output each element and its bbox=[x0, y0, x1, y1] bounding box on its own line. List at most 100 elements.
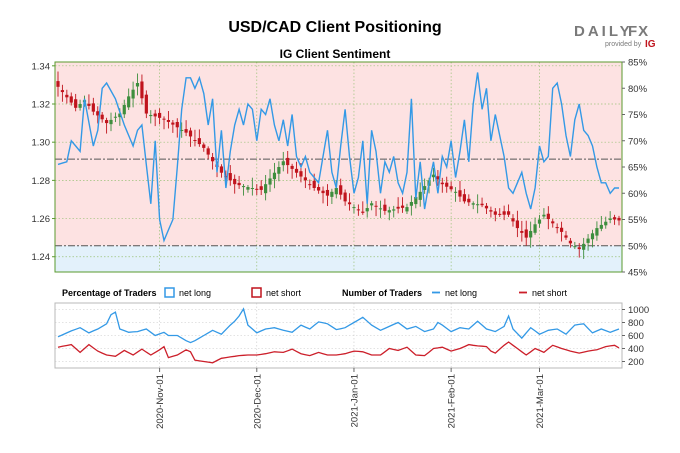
candle-body bbox=[308, 184, 312, 186]
candle-body bbox=[166, 119, 171, 122]
candle-body bbox=[339, 185, 343, 195]
candle-body bbox=[96, 111, 100, 116]
candle-body bbox=[409, 202, 413, 206]
candle-body bbox=[228, 173, 232, 181]
candle-body bbox=[250, 188, 254, 189]
candle-body bbox=[347, 202, 352, 205]
above-threshold-region bbox=[55, 62, 622, 246]
candle-body bbox=[542, 214, 546, 217]
percent-axis: 85% 80% 75% 70% 65% 60% 55% 50% 45% bbox=[622, 58, 648, 279]
candle-body bbox=[171, 122, 175, 125]
legend-num-long-label: net long bbox=[445, 288, 477, 298]
candle-body bbox=[604, 221, 608, 226]
candle-body bbox=[290, 165, 294, 169]
price-tick-label: 1.28 bbox=[32, 176, 51, 187]
traders-gridlines bbox=[55, 303, 622, 368]
candle-body bbox=[65, 94, 69, 98]
candle-body bbox=[127, 96, 131, 108]
traders-tick-label: 1000 bbox=[628, 305, 649, 316]
candle-body bbox=[317, 187, 321, 191]
date-axis: 2020-Nov-01 2020-Dec-01 2021-Jan-01 2021-Fe… bbox=[155, 368, 546, 429]
traders-axis: 1000 800 600 400 200 bbox=[622, 305, 649, 368]
candle-body bbox=[378, 208, 383, 210]
candle-body bbox=[246, 187, 250, 190]
candle-body bbox=[564, 235, 568, 238]
candle-body bbox=[219, 166, 224, 173]
percent-tick-label: 60% bbox=[628, 189, 648, 200]
candle-body bbox=[294, 168, 299, 173]
candle-body bbox=[431, 174, 436, 178]
candle-body bbox=[405, 207, 409, 212]
legend-pct-short-swatch bbox=[251, 287, 262, 298]
candle-body bbox=[476, 204, 480, 206]
candle-body bbox=[515, 220, 520, 229]
candle-body bbox=[184, 129, 188, 133]
legend-pct-short-label: net short bbox=[266, 288, 302, 298]
price-tick-label: 1.24 bbox=[32, 252, 51, 263]
candle-body bbox=[568, 240, 573, 244]
traders-tick-label: 800 bbox=[628, 318, 644, 329]
candle-body bbox=[612, 217, 617, 220]
candle-body bbox=[233, 178, 237, 185]
candle-body bbox=[272, 172, 277, 180]
candle-body bbox=[524, 229, 528, 238]
candle-body bbox=[370, 203, 374, 206]
candle-body bbox=[237, 182, 241, 186]
price-tick-label: 1.32 bbox=[32, 100, 51, 111]
percent-tick-label: 85% bbox=[628, 58, 648, 69]
candle-body bbox=[131, 89, 135, 99]
percent-tick-label: 70% bbox=[628, 136, 648, 147]
candle-body bbox=[277, 167, 281, 174]
candle-body bbox=[590, 233, 595, 240]
date-tick-label: 2020-Nov-01 bbox=[155, 374, 166, 429]
candle-body bbox=[471, 203, 475, 205]
percent-tick-label: 50% bbox=[628, 241, 648, 252]
candle-body bbox=[281, 161, 285, 166]
candle-body bbox=[202, 144, 206, 148]
traders-panel: 1000 800 600 400 200 bbox=[54, 302, 649, 369]
candle-body bbox=[87, 103, 91, 106]
brand-ig: IG bbox=[645, 39, 656, 50]
candle-body bbox=[74, 99, 78, 108]
candle-body bbox=[445, 182, 449, 187]
candle-body bbox=[135, 83, 140, 87]
candle-body bbox=[551, 221, 555, 224]
candle-body bbox=[211, 157, 215, 162]
date-tick-label: 2020-Dec-01 bbox=[252, 374, 263, 429]
brand-daily: DAILY bbox=[574, 23, 633, 40]
candle-body bbox=[387, 210, 391, 213]
candle-body bbox=[502, 211, 506, 215]
legend-pct-long-label: net long bbox=[179, 288, 211, 298]
percent-tick-label: 80% bbox=[628, 84, 648, 95]
candle-body bbox=[458, 190, 462, 197]
candle-body bbox=[286, 157, 290, 166]
legend-num-short-label: net short bbox=[532, 288, 568, 298]
candle-body bbox=[69, 96, 73, 103]
candle-body bbox=[453, 191, 458, 193]
candle-body bbox=[498, 213, 502, 215]
candle-body bbox=[334, 188, 338, 195]
candle-body bbox=[109, 119, 113, 125]
candle-body bbox=[343, 192, 347, 202]
date-tick-label: 2021-Mar-01 bbox=[535, 374, 546, 428]
candle-body bbox=[506, 211, 511, 215]
candle-body bbox=[392, 209, 396, 211]
candle-body bbox=[489, 210, 493, 212]
candle-body bbox=[312, 180, 316, 188]
candle-body bbox=[400, 205, 405, 208]
candle-body bbox=[374, 205, 378, 207]
candle-body bbox=[299, 171, 303, 177]
candle-body bbox=[617, 217, 621, 221]
candle-body bbox=[480, 203, 484, 206]
candle-body bbox=[467, 198, 471, 203]
candle-body bbox=[122, 104, 126, 115]
candle-body bbox=[493, 211, 497, 215]
candle-body bbox=[396, 206, 400, 209]
candle-body bbox=[255, 188, 259, 190]
chart-title: USD/CAD Client Positioning bbox=[228, 19, 441, 36]
date-tick-label: 2021-Jan-01 bbox=[349, 374, 360, 427]
candle-body bbox=[325, 189, 330, 196]
candle-body bbox=[352, 207, 356, 209]
num-net-long-line bbox=[57, 307, 620, 344]
candle-body bbox=[555, 227, 559, 229]
